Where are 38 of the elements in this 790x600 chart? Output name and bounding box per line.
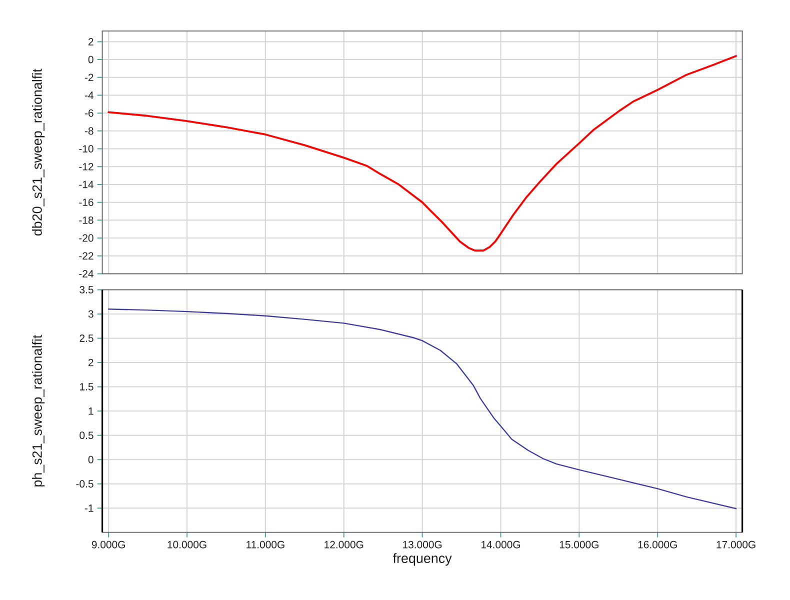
x-tick-label: 9.000G <box>92 540 125 548</box>
x-tick-label: 14.000G <box>481 540 520 548</box>
y-tick-label: 0.5 <box>80 432 94 440</box>
x-axis-title: frequency <box>392 553 452 566</box>
y-tick-label: -4 <box>84 92 94 99</box>
y-tick-label: -14 <box>79 180 94 188</box>
x-tick-label: 12.000G <box>324 540 364 548</box>
y-tick-label: -18 <box>79 216 94 224</box>
x-tick-label: 16.000G <box>638 540 677 548</box>
x-tick-label: 13.000G <box>403 540 442 548</box>
y-tick-label: 2 <box>88 358 94 366</box>
y-tick-label: -6 <box>84 109 94 117</box>
line-series <box>108 55 737 252</box>
y-tick-label: -12 <box>79 162 94 170</box>
y-axis-title: db20_s21_sweep_rationalfit <box>32 68 45 236</box>
y-tick-label: 2 <box>88 38 94 46</box>
y-tick-label: -20 <box>79 234 94 242</box>
y-tick-label: -16 <box>79 198 94 206</box>
x-tick-label: 11.000G <box>246 540 284 548</box>
x-tick-label: 10.000G <box>168 540 206 548</box>
y-tick-label: 3.5 <box>80 286 94 294</box>
y-tick-label: -8 <box>84 127 94 135</box>
x-tick-label: 15.000G <box>560 540 598 548</box>
y-tick-label: -22 <box>79 252 94 260</box>
y-tick-label: -1 <box>84 504 94 512</box>
line-series <box>108 308 737 510</box>
y-tick-label: 1.5 <box>80 383 94 390</box>
y-tick-label: -2 <box>84 74 94 82</box>
y-tick-label: 0 <box>88 56 94 64</box>
y-tick-label: 2.5 <box>80 334 94 342</box>
x-tick-label: 17.000G <box>716 540 756 548</box>
y-tick-label: -24 <box>79 270 94 278</box>
y-tick-label: -0.5 <box>76 480 94 488</box>
y-axis-title: ph_s21_sweep_rationalfit <box>32 334 45 486</box>
y-tick-label: 0 <box>88 456 94 464</box>
y-tick-label: 1 <box>88 407 94 415</box>
y-tick-label: 3 <box>88 310 94 318</box>
y-tick-label: -10 <box>79 145 94 152</box>
